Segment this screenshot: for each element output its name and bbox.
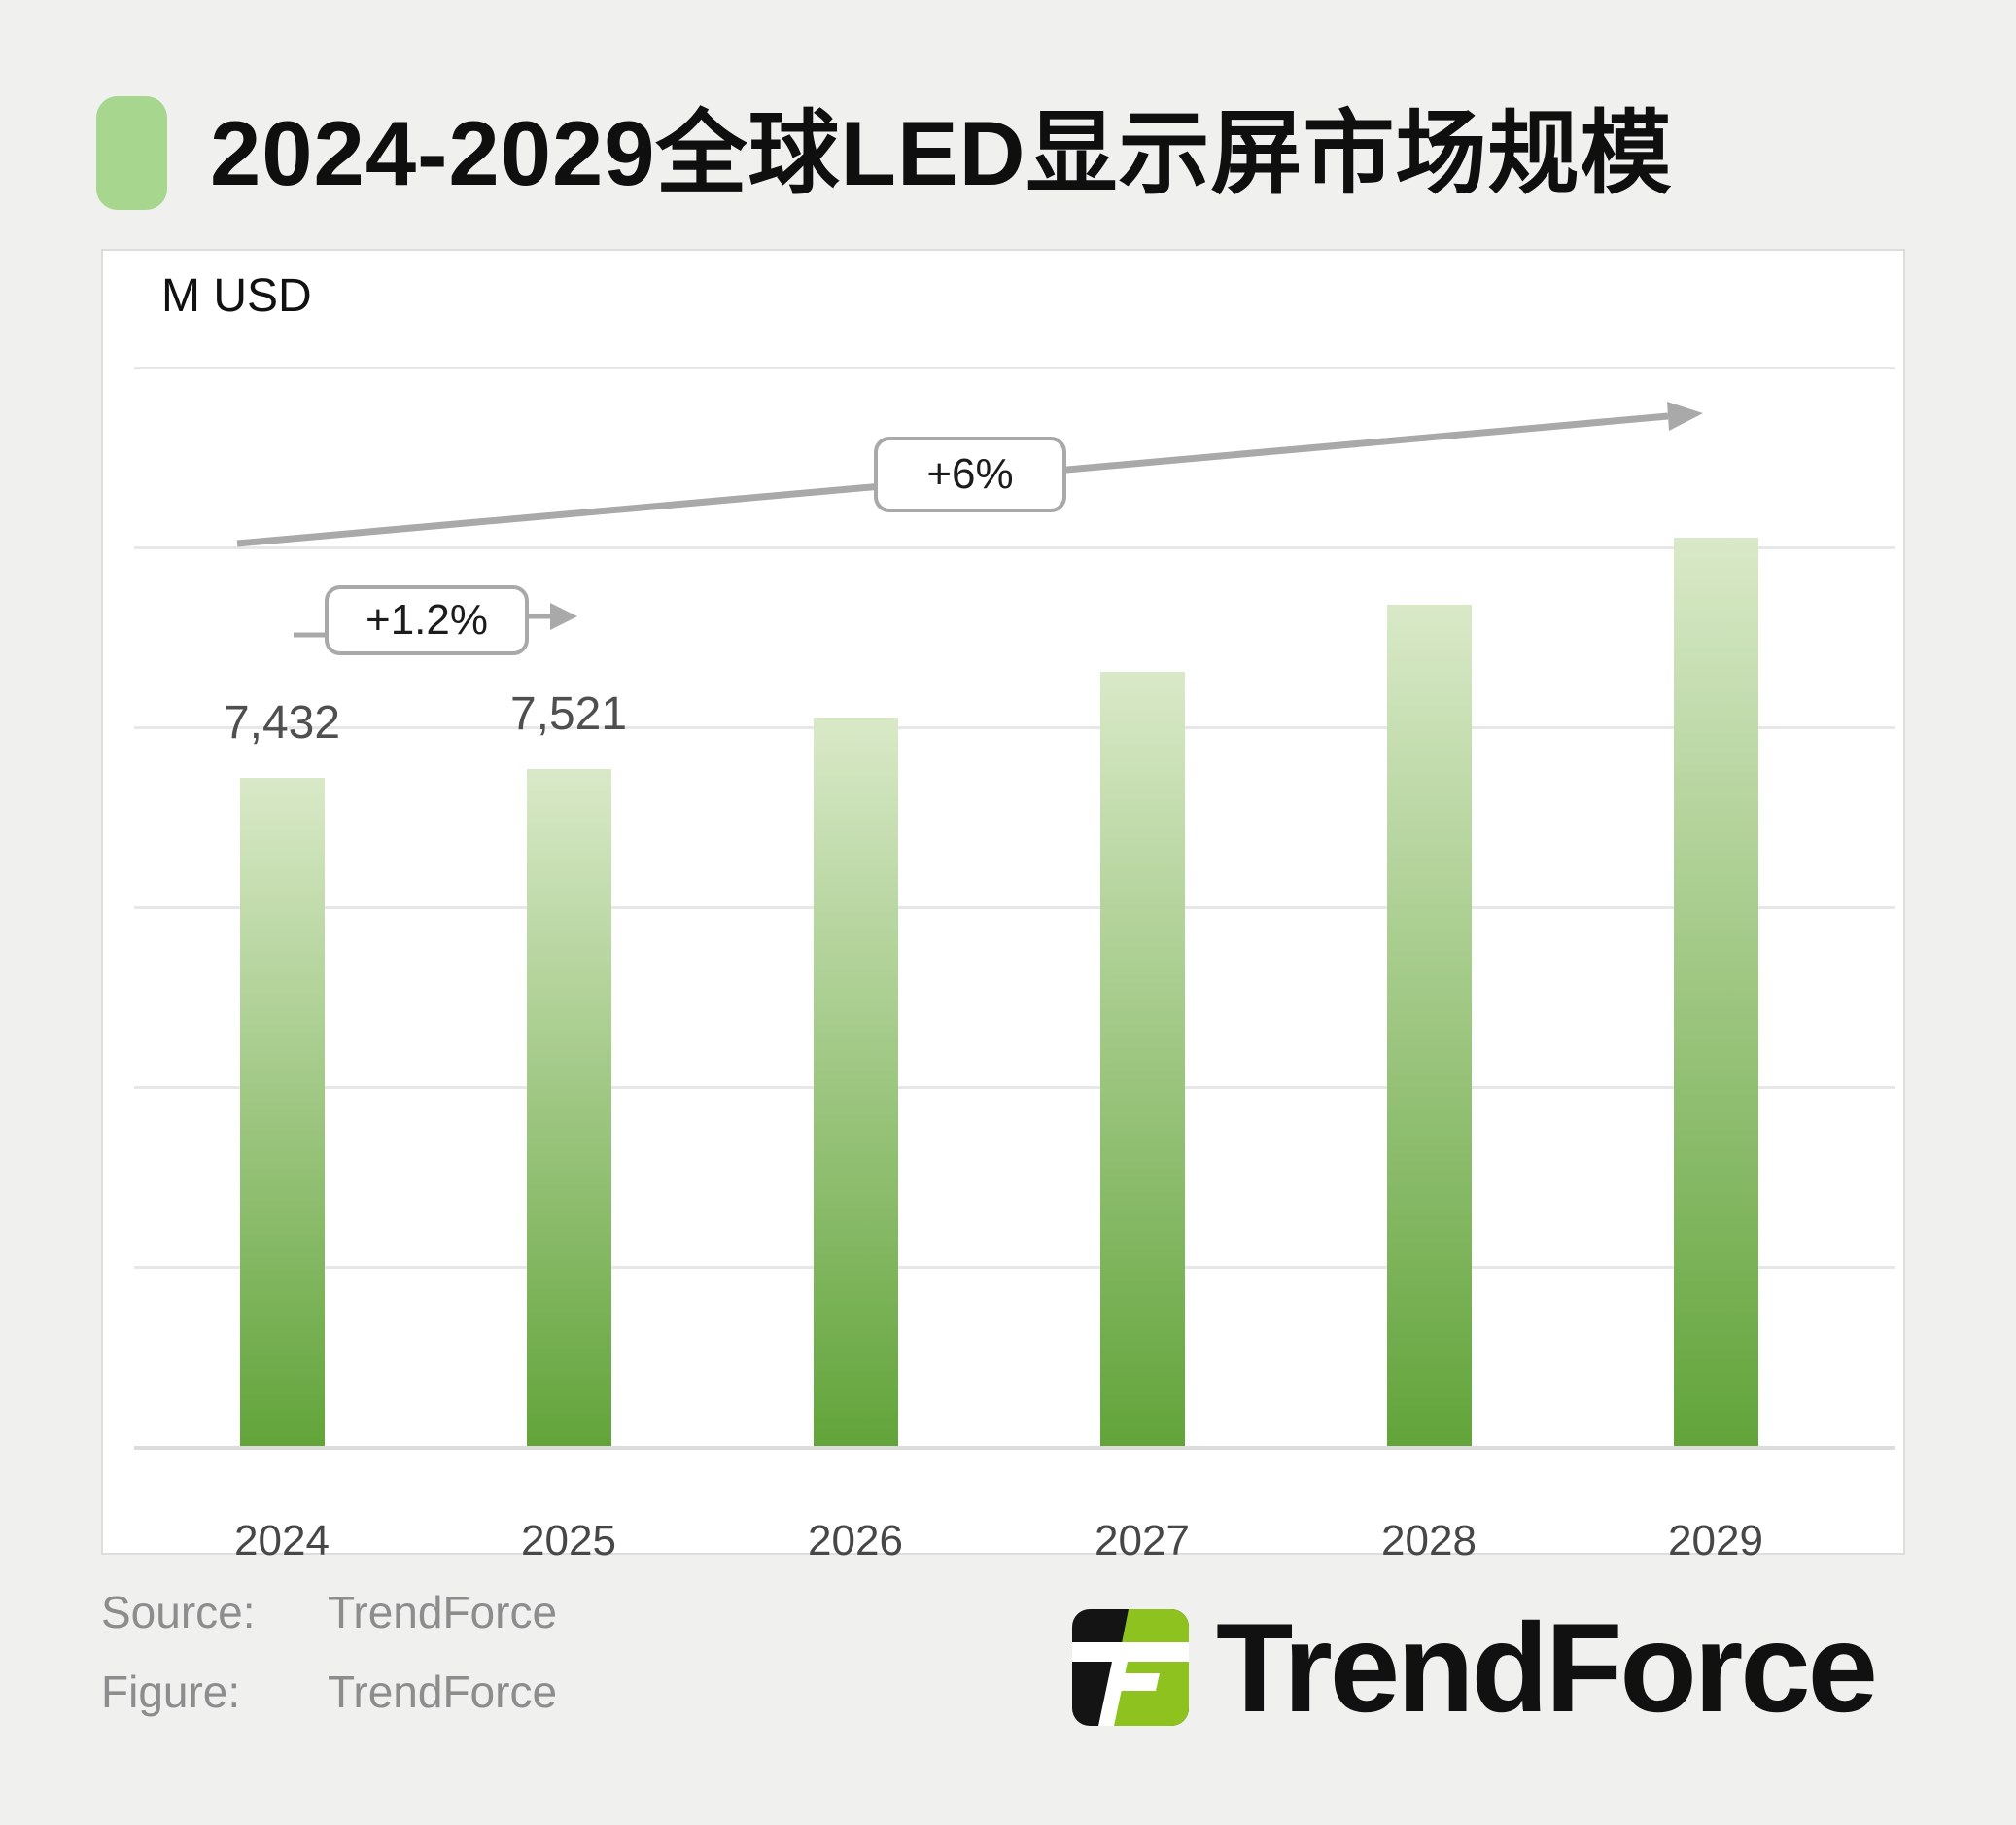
bar-2029 xyxy=(1674,538,1758,1446)
trendforce-logo-text: TrendForce xyxy=(1216,1597,1878,1738)
x-axis-line xyxy=(134,1446,1895,1450)
gridline-6000 xyxy=(134,906,1895,909)
value-label-2024: 7,432 xyxy=(223,697,341,749)
source-block: Source: TrendForce Figure: TrendForce xyxy=(101,1585,557,1744)
figure-label: Figure: xyxy=(101,1667,241,1717)
source-row: Source: TrendForce xyxy=(101,1585,557,1639)
x-axis-label-2029: 2029 xyxy=(1668,1517,1763,1564)
source-label: Source: xyxy=(101,1587,256,1637)
annotation-text-6pct: +6% xyxy=(926,450,1014,498)
y-axis-unit-label: M USD xyxy=(161,270,312,322)
annotation-box-6pct: +6% xyxy=(874,437,1066,512)
source-value: TrendForce xyxy=(328,1587,558,1637)
trendforce-logo-icon xyxy=(1072,1609,1189,1726)
growth-arrow-short-icon xyxy=(294,603,577,638)
title-bullet-icon xyxy=(96,96,167,210)
annotation-box-1-2pct: +1.2% xyxy=(325,585,529,655)
bar-2024 xyxy=(240,778,325,1446)
figure-value: TrendForce xyxy=(328,1667,558,1717)
value-label-2025: 7,521 xyxy=(509,688,628,740)
x-axis-label-2024: 2024 xyxy=(234,1517,330,1564)
x-axis-label-2026: 2026 xyxy=(808,1517,903,1564)
bar-2028 xyxy=(1387,605,1472,1446)
x-axis-label-2028: 2028 xyxy=(1381,1517,1477,1564)
annotation-text-1-2pct: +1.2% xyxy=(365,596,488,644)
gridline-2000 xyxy=(134,1266,1895,1269)
bar-2025 xyxy=(527,769,611,1446)
trendforce-logo: TrendForce xyxy=(1072,1597,1878,1738)
x-axis-label-2025: 2025 xyxy=(521,1517,616,1564)
gridline-12000 xyxy=(134,367,1895,369)
bar-2026 xyxy=(814,718,898,1446)
chart-card: M USD +1.2% +6% 7,432 2024 7,521 2025 2026 20… xyxy=(101,249,1905,1564)
gridline-4000 xyxy=(134,1086,1895,1089)
gridline-10000 xyxy=(134,546,1895,549)
gridline-8000 xyxy=(134,726,1895,729)
page-title: 2024-2029全球LED显示屏市场规模 xyxy=(210,101,1673,204)
x-axis-label-2027: 2027 xyxy=(1095,1517,1190,1564)
bar-2027 xyxy=(1100,672,1185,1446)
figure-row: Figure: TrendForce xyxy=(101,1665,557,1719)
header: 2024-2029全球LED显示屏市场规模 xyxy=(96,96,1673,210)
